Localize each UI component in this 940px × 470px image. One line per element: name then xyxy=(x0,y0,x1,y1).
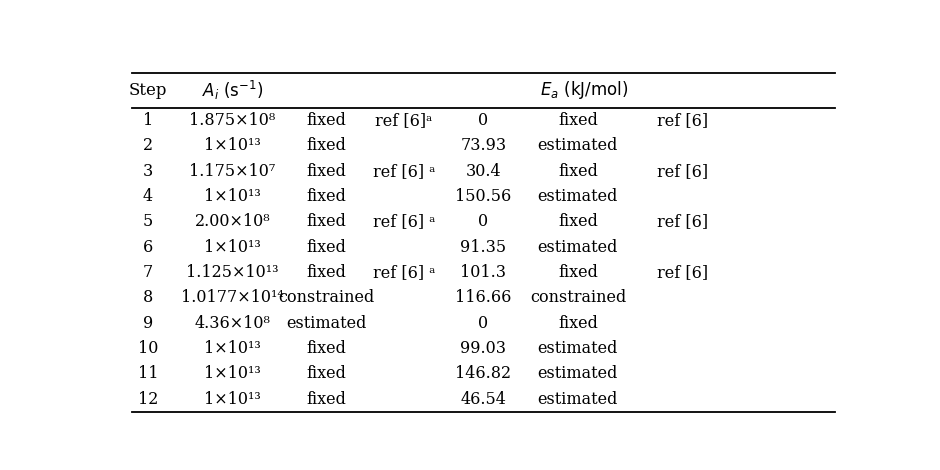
Text: 91.35: 91.35 xyxy=(461,239,507,256)
Text: 11: 11 xyxy=(138,365,158,382)
Text: 5: 5 xyxy=(143,213,153,230)
Text: $A_i\ \mathrm{(s^{-1})}$: $A_i\ \mathrm{(s^{-1})}$ xyxy=(202,78,263,102)
Text: estimated: estimated xyxy=(538,188,619,205)
Text: estimated: estimated xyxy=(538,239,619,256)
Text: estimated: estimated xyxy=(538,137,619,154)
Text: ref [6]: ref [6] xyxy=(656,112,708,129)
Text: 30.4: 30.4 xyxy=(465,163,501,180)
Text: 116.66: 116.66 xyxy=(455,290,511,306)
Text: 1×10¹³: 1×10¹³ xyxy=(204,188,261,205)
Text: fixed: fixed xyxy=(306,239,347,256)
Text: 9: 9 xyxy=(143,314,153,332)
Text: constrained: constrained xyxy=(530,290,626,306)
Text: fixed: fixed xyxy=(306,213,347,230)
Text: 150.56: 150.56 xyxy=(455,188,511,205)
Text: estimated: estimated xyxy=(287,314,367,332)
Text: 0: 0 xyxy=(478,112,488,129)
Text: 8: 8 xyxy=(143,290,153,306)
Text: fixed: fixed xyxy=(306,264,347,281)
Text: 0: 0 xyxy=(478,213,488,230)
Text: fixed: fixed xyxy=(306,365,347,382)
Text: ref [6] ᵃ: ref [6] ᵃ xyxy=(372,264,435,281)
Text: 4: 4 xyxy=(143,188,153,205)
Text: fixed: fixed xyxy=(306,391,347,407)
Text: 0: 0 xyxy=(478,314,488,332)
Text: 2: 2 xyxy=(143,137,153,154)
Text: $E_a\ \mathrm{(kJ/mol)}$: $E_a\ \mathrm{(kJ/mol)}$ xyxy=(540,79,628,101)
Text: estimated: estimated xyxy=(538,365,619,382)
Text: fixed: fixed xyxy=(558,112,598,129)
Text: 7: 7 xyxy=(143,264,153,281)
Text: 3: 3 xyxy=(143,163,153,180)
Text: 73.93: 73.93 xyxy=(461,137,507,154)
Text: fixed: fixed xyxy=(558,163,598,180)
Text: 1.875×10⁸: 1.875×10⁸ xyxy=(190,112,275,129)
Text: ref [6] ᵃ: ref [6] ᵃ xyxy=(372,213,435,230)
Text: Step: Step xyxy=(129,82,167,99)
Text: fixed: fixed xyxy=(306,137,347,154)
Text: 1.125×10¹³: 1.125×10¹³ xyxy=(186,264,279,281)
Text: fixed: fixed xyxy=(306,163,347,180)
Text: ref [6]: ref [6] xyxy=(656,264,708,281)
Text: 146.82: 146.82 xyxy=(455,365,511,382)
Text: fixed: fixed xyxy=(306,188,347,205)
Text: 12: 12 xyxy=(138,391,158,407)
Text: 4.36×10⁸: 4.36×10⁸ xyxy=(195,314,271,332)
Text: fixed: fixed xyxy=(558,213,598,230)
Text: constrained: constrained xyxy=(278,290,375,306)
Text: estimated: estimated xyxy=(538,391,619,407)
Text: 1.0177×10¹⁴: 1.0177×10¹⁴ xyxy=(181,290,284,306)
Text: ref [6]: ref [6] xyxy=(656,213,708,230)
Text: ref [6] ᵃ: ref [6] ᵃ xyxy=(372,163,435,180)
Text: 1: 1 xyxy=(143,112,153,129)
Text: ref [6]: ref [6] xyxy=(656,163,708,180)
Text: 1×10¹³: 1×10¹³ xyxy=(204,137,261,154)
Text: 1.175×10⁷: 1.175×10⁷ xyxy=(190,163,275,180)
Text: 1×10¹³: 1×10¹³ xyxy=(204,365,261,382)
Text: 1×10¹³: 1×10¹³ xyxy=(204,391,261,407)
Text: 1×10¹³: 1×10¹³ xyxy=(204,239,261,256)
Text: 2.00×10⁸: 2.00×10⁸ xyxy=(195,213,271,230)
Text: ref [6]ᵃ: ref [6]ᵃ xyxy=(375,112,432,129)
Text: 99.03: 99.03 xyxy=(461,340,507,357)
Text: fixed: fixed xyxy=(558,314,598,332)
Text: fixed: fixed xyxy=(306,112,347,129)
Text: 10: 10 xyxy=(138,340,158,357)
Text: 46.54: 46.54 xyxy=(461,391,506,407)
Text: 6: 6 xyxy=(143,239,153,256)
Text: 1×10¹³: 1×10¹³ xyxy=(204,340,261,357)
Text: 101.3: 101.3 xyxy=(461,264,507,281)
Text: estimated: estimated xyxy=(538,340,619,357)
Text: fixed: fixed xyxy=(306,340,347,357)
Text: fixed: fixed xyxy=(558,264,598,281)
